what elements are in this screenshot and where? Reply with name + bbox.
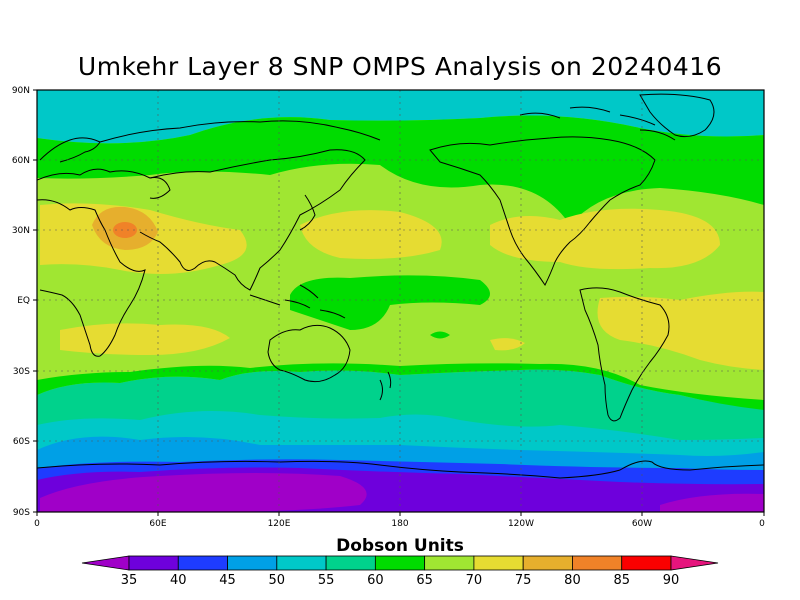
colorbar-swatch bbox=[670, 555, 719, 571]
colorbar-level-label: 55 bbox=[318, 573, 335, 588]
colorbar-swatch bbox=[128, 555, 179, 571]
band-north-green bbox=[37, 115, 764, 225]
band-darkorange-mideast bbox=[113, 222, 137, 238]
colorbar-level-label: 90 bbox=[663, 573, 680, 588]
colorbar-swatch bbox=[227, 555, 278, 571]
band-south-purple bbox=[40, 473, 367, 512]
colorbar-swatch bbox=[473, 555, 524, 571]
colorbar-swatch bbox=[81, 555, 130, 571]
lat-label: 60N bbox=[12, 156, 30, 166]
colorbar-level-label: 70 bbox=[466, 573, 483, 588]
colorbar-level-label: 35 bbox=[121, 573, 138, 588]
lon-label: 0 bbox=[34, 519, 40, 529]
coast-newzealand bbox=[379, 371, 392, 401]
colorbar-swatch bbox=[276, 555, 327, 571]
colorbar-level-label: 45 bbox=[219, 573, 236, 588]
coast-europe bbox=[37, 168, 171, 199]
colorbar-level-label: 80 bbox=[564, 573, 581, 588]
lon-labels: 0 60E 120E 180 120W 60W 0 bbox=[34, 519, 765, 529]
contour-fill bbox=[37, 90, 764, 512]
band-yellow-satl bbox=[597, 291, 764, 370]
lat-labels: 90N 60N 30N EQ 30S 60S 90S bbox=[12, 86, 30, 518]
coast-australia bbox=[267, 324, 351, 383]
colorbar-level-label: 50 bbox=[269, 573, 286, 588]
tick-marks bbox=[33, 89, 765, 516]
lat-label: 30S bbox=[13, 367, 30, 377]
lat-label: EQ bbox=[17, 296, 30, 306]
band-south-green bbox=[37, 363, 764, 410]
lon-label: 120E bbox=[268, 519, 291, 529]
map-title: Umkehr Layer 8 SNP OMPS Analysis on 2024… bbox=[77, 52, 723, 81]
band-south-purple-2 bbox=[660, 493, 764, 512]
colorbar-swatch bbox=[325, 555, 376, 571]
colorbar-swatch bbox=[572, 555, 623, 571]
colorbar-swatch bbox=[522, 555, 573, 571]
lat-label: 30N bbox=[12, 226, 30, 236]
lon-label: 60E bbox=[149, 519, 166, 529]
coast-northamerica bbox=[429, 136, 656, 286]
colorbar-swatch bbox=[374, 555, 426, 571]
coast-siberia bbox=[99, 120, 381, 143]
coast-africa bbox=[37, 199, 146, 357]
colorbar-swatch bbox=[177, 555, 228, 571]
graticule bbox=[37, 90, 764, 512]
colorbar-level-label: 75 bbox=[515, 573, 532, 588]
band-yellow-spac bbox=[490, 338, 525, 351]
coast-japan bbox=[299, 194, 316, 231]
colorbar-level-label: 40 bbox=[170, 573, 187, 588]
colorbar-swatch bbox=[424, 555, 475, 571]
band-yellow-pacific bbox=[300, 210, 442, 259]
lat-label: 90S bbox=[13, 508, 30, 518]
band-north-cyan bbox=[37, 90, 764, 144]
band-green-equator bbox=[290, 275, 490, 330]
lat-label: 60S bbox=[13, 437, 30, 447]
coast-greenland bbox=[639, 93, 715, 138]
band-green-spot bbox=[430, 331, 450, 339]
lon-label: 120W bbox=[508, 519, 534, 529]
coast-antarctica bbox=[37, 460, 764, 479]
coast-southamerica bbox=[579, 287, 670, 422]
colorbar-level-label: 85 bbox=[613, 573, 630, 588]
band-yellow-natl bbox=[490, 208, 720, 270]
colorbar-level-label: 65 bbox=[416, 573, 433, 588]
lon-label: 60W bbox=[632, 519, 652, 529]
band-yellow-indian bbox=[60, 323, 230, 355]
colorbar-level-label: 60 bbox=[367, 573, 384, 588]
lon-label: 0 bbox=[759, 519, 765, 529]
colorbar-swatch bbox=[621, 555, 672, 571]
lon-label: 180 bbox=[391, 519, 408, 529]
lat-label: 90N bbox=[12, 86, 30, 96]
colorbar: 35 40 45 50 55 60 65 70 75 80 85 90 bbox=[81, 555, 719, 588]
coast-canada-islands bbox=[519, 106, 676, 141]
colorbar-title: Dobson Units bbox=[336, 536, 464, 556]
coast-asia bbox=[139, 149, 366, 291]
